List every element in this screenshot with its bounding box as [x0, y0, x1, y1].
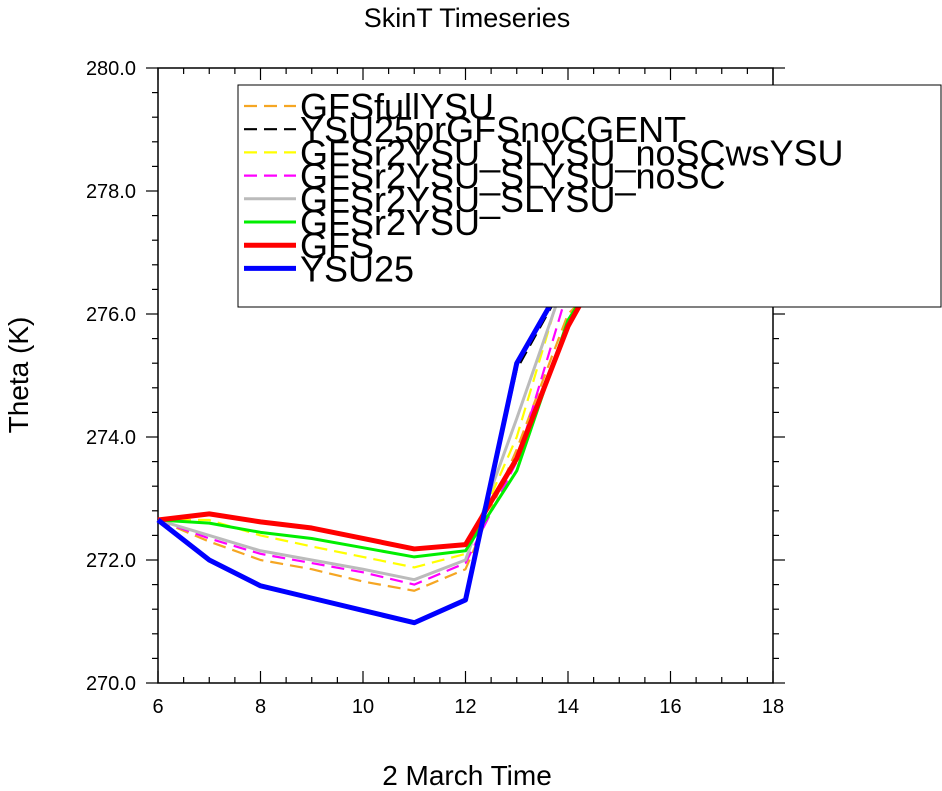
- legend-label-2: GFSr2YSU_SLYSU_noSCwsYSU: [300, 132, 844, 173]
- x-tick-label: 6: [152, 696, 163, 718]
- x-tick-labels: 6 8 10 12 14 16 18: [152, 696, 784, 718]
- x-tick-label: 12: [454, 696, 476, 718]
- series-line-3: [157, 268, 774, 586]
- chart-title: SkinT Timeseries: [364, 3, 571, 33]
- x-tick-label: 16: [659, 696, 681, 718]
- legend-label-5: GFSr2YSU: [300, 202, 480, 243]
- y-tick-label: 276.0: [86, 304, 136, 326]
- y-tick-label: 274.0: [86, 427, 136, 449]
- legend-label-3: GFSr2YSU_SLYSU_noSC: [300, 156, 726, 197]
- x-axis-label: 2 March Time: [382, 760, 552, 791]
- legend: GFSfullYSUYSU25prGFSnoCGENTGFSr2YSU_SLYS…: [237, 84, 942, 308]
- x-tick-label: 14: [557, 696, 579, 718]
- legend-label-6: GFS: [300, 225, 374, 266]
- y-axis-label: Theta (K): [3, 317, 34, 434]
- legend-label-1: YSU25prGFSnoCGENT: [300, 109, 686, 150]
- x-tick-label: 18: [762, 696, 784, 718]
- y-tick-labels: 270.0 272.0 274.0 276.0 278.0 280.0: [86, 58, 136, 695]
- y-tick-label: 280.0: [86, 58, 136, 80]
- legend-entries: GFSfullYSUYSU25prGFSnoCGENTGFSr2YSU_SLYS…: [244, 86, 844, 289]
- legend-label-7: YSU25: [300, 248, 414, 289]
- y-tick-label: 270.0: [86, 673, 136, 695]
- y-tick-label: 272.0: [86, 550, 136, 572]
- legend-box: [237, 84, 942, 308]
- series-line-4: [157, 263, 774, 582]
- x-tick-label: 10: [352, 696, 374, 718]
- y-tick-label: 278.0: [86, 181, 136, 203]
- legend-label-4: GFSr2YSU_SLYSU: [300, 179, 615, 220]
- legend-label-0: GFSfullYSU: [300, 86, 494, 127]
- x-tick-label: 8: [255, 696, 266, 718]
